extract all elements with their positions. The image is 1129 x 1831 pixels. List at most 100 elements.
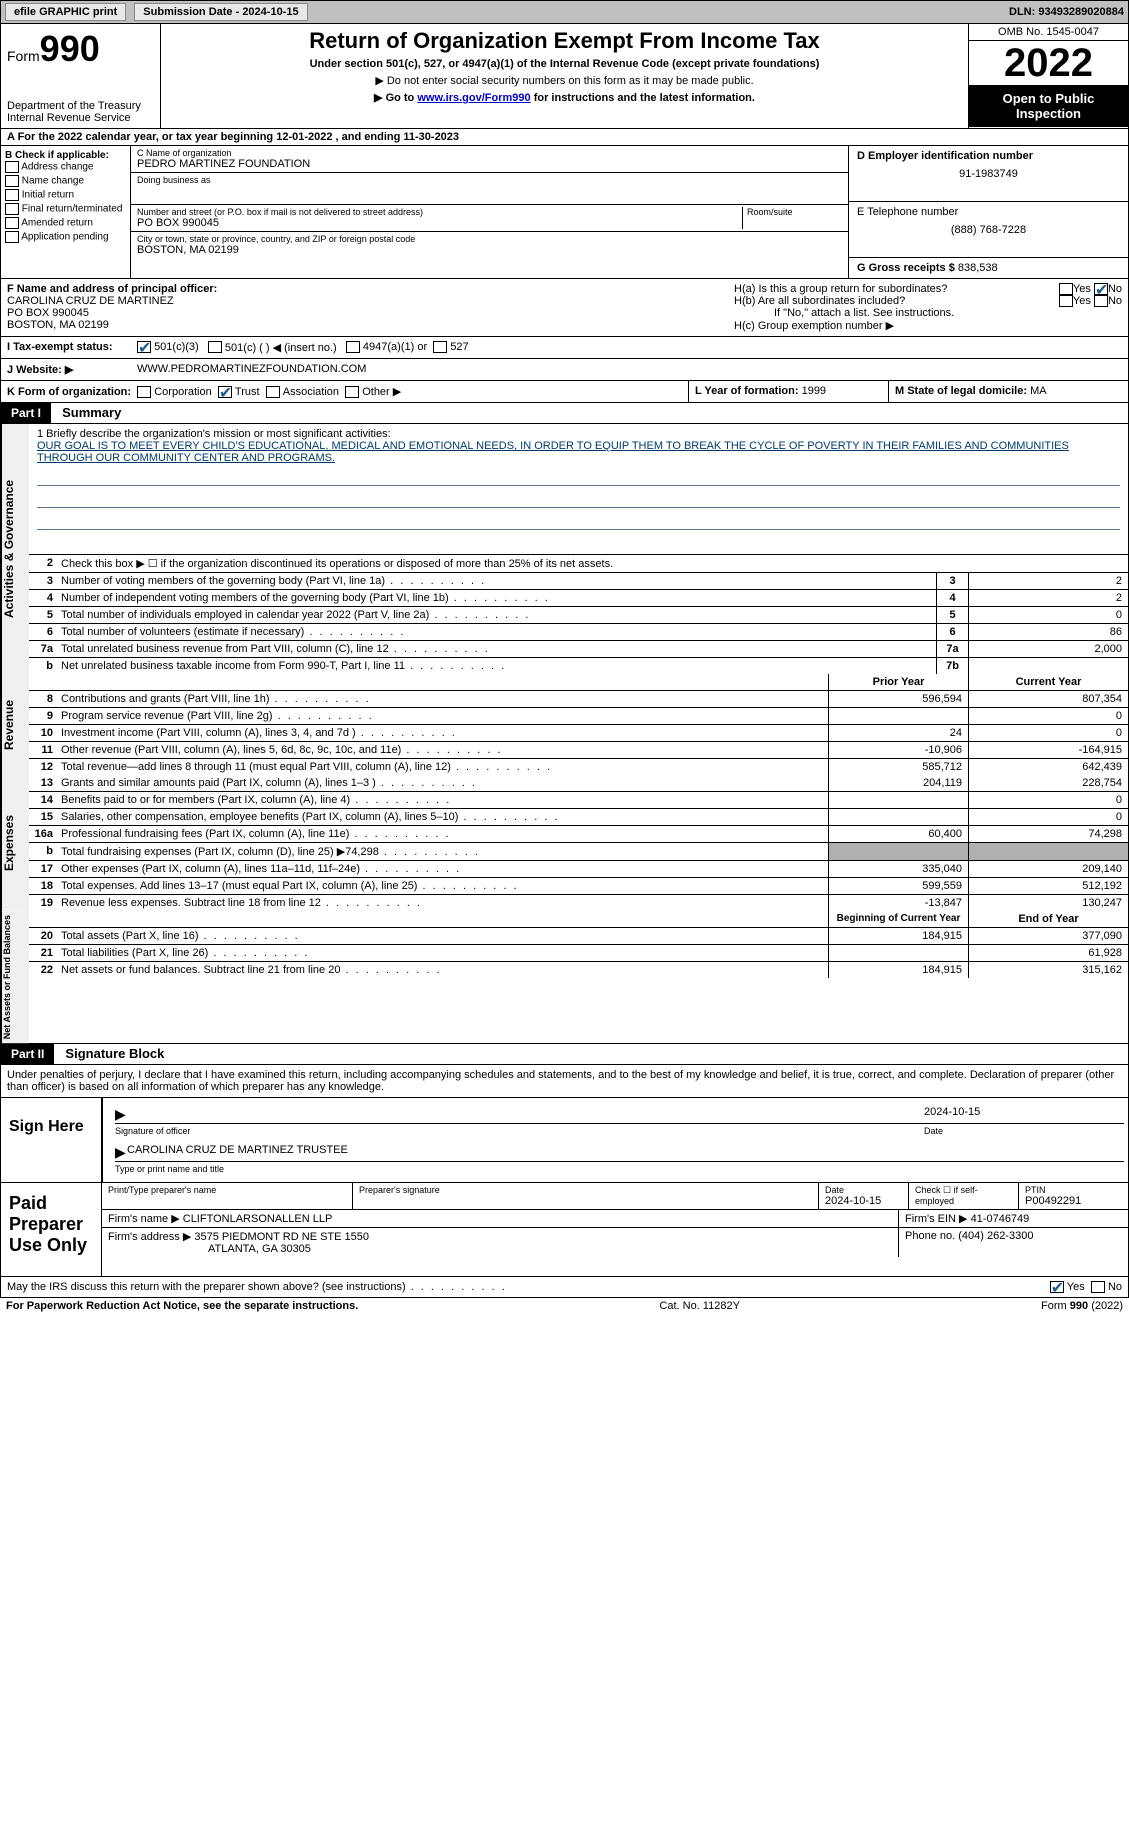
form-number: Form990 <box>7 28 154 70</box>
col-b-item: Application pending <box>5 231 126 243</box>
signature-section: Under penalties of perjury, I declare th… <box>0 1065 1129 1277</box>
ha-no-checkbox[interactable] <box>1094 283 1108 295</box>
ptin-label: PTIN <box>1025 1185 1122 1195</box>
summary-row: bTotal fundraising expenses (Part IX, co… <box>29 843 1128 861</box>
firm-addr1: 3575 PIEDMONT RD NE STE 1550 <box>194 1231 369 1243</box>
street-address: PO BOX 990045 <box>137 217 742 229</box>
hc-label: H(c) Group exemption number ▶ <box>734 319 1122 332</box>
dba-label: Doing business as <box>137 175 842 185</box>
efile-print-button[interactable]: efile GRAPHIC print <box>5 3 126 21</box>
part-2-header: Part II Signature Block <box>0 1044 1129 1065</box>
col-b-item: Final return/terminated <box>5 203 126 215</box>
end-year-header: End of Year <box>968 911 1128 927</box>
corp-checkbox[interactable] <box>137 386 151 398</box>
type-name-caption: Type or print name and title <box>115 1164 1124 1174</box>
summary-row: 13Grants and similar amounts paid (Part … <box>29 775 1128 792</box>
prior-year-header: Prior Year <box>828 674 968 690</box>
hb-yes-checkbox[interactable] <box>1059 295 1073 307</box>
summary-row: 18Total expenses. Add lines 13–17 (must … <box>29 878 1128 895</box>
open-to-public: Open to Public Inspection <box>969 85 1128 127</box>
checkbox[interactable] <box>5 231 19 243</box>
501c3-checkbox[interactable] <box>137 341 151 353</box>
other-checkbox[interactable] <box>345 386 359 398</box>
gross-receipts-label: G Gross receipts $ <box>857 262 955 274</box>
form-footer: Form 990 (2022) <box>1041 1300 1123 1312</box>
summary-row: 10Investment income (Part VIII, column (… <box>29 725 1128 742</box>
summary-row: 6Total number of volunteers (estimate if… <box>29 624 1128 641</box>
state-domicile-label: M State of legal domicile: <box>895 385 1027 397</box>
tax-exempt-label: I Tax-exempt status: <box>7 341 137 354</box>
website-url: WWW.PEDROMARTINEZFOUNDATION.COM <box>137 363 366 376</box>
officer-addr1: PO BOX 990045 <box>7 307 722 319</box>
part-1-header: Part I Summary <box>0 403 1129 424</box>
summary-row: 14Benefits paid to or for members (Part … <box>29 792 1128 809</box>
discuss-row: May the IRS discuss this return with the… <box>0 1277 1129 1298</box>
ptin-value: P00492291 <box>1025 1195 1122 1207</box>
street-label: Number and street (or P.O. box if mail i… <box>137 207 742 217</box>
paperwork-notice: For Paperwork Reduction Act Notice, see … <box>6 1300 358 1312</box>
checkbox[interactable] <box>5 189 19 201</box>
officer-addr2: BOSTON, MA 02199 <box>7 319 722 331</box>
discuss-yes-checkbox[interactable] <box>1050 1281 1064 1293</box>
hb-note: If "No," attach a list. See instructions… <box>734 307 1122 319</box>
checkbox[interactable] <box>5 217 19 229</box>
mission-block: 1 Briefly describe the organization's mi… <box>29 424 1128 555</box>
ha-yes-checkbox[interactable] <box>1059 283 1073 295</box>
summary-row: 17Other expenses (Part IX, column (A), l… <box>29 861 1128 878</box>
cat-no: Cat. No. 11282Y <box>358 1300 1041 1312</box>
summary-row: 8Contributions and grants (Part VIII, li… <box>29 691 1128 708</box>
firm-addr2: ATLANTA, GA 30305 <box>208 1243 311 1255</box>
501c-checkbox[interactable] <box>208 341 222 353</box>
assoc-checkbox[interactable] <box>266 386 280 398</box>
dln-label: DLN: 93493289020884 <box>1009 6 1124 18</box>
summary-row: 21Total liabilities (Part X, line 26)61,… <box>29 945 1128 962</box>
checkbox[interactable] <box>5 203 19 215</box>
summary-row: 16aProfessional fundraising fees (Part I… <box>29 826 1128 843</box>
vtab-net-assets: Net Assets or Fund Balances <box>1 911 29 1043</box>
vtab-revenue: Revenue <box>1 674 29 775</box>
discuss-no-checkbox[interactable] <box>1091 1281 1105 1293</box>
4947-checkbox[interactable] <box>346 341 360 353</box>
footer: For Paperwork Reduction Act Notice, see … <box>0 1298 1129 1314</box>
summary-row: 22Net assets or fund balances. Subtract … <box>29 962 1128 978</box>
summary-row: 11Other revenue (Part VIII, column (A), … <box>29 742 1128 759</box>
hb-label: H(b) Are all subordinates included? <box>734 295 1059 307</box>
summary-row: 9Program service revenue (Part VIII, lin… <box>29 708 1128 725</box>
city-label: City or town, state or province, country… <box>137 234 842 244</box>
phone-label: E Telephone number <box>857 206 1120 218</box>
ein-label: D Employer identification number <box>857 150 1120 162</box>
line2-text: Check this box ▶ ☐ if the organization d… <box>57 555 1128 572</box>
officer-name: CAROLINA CRUZ DE MARTINEZ <box>7 295 722 307</box>
column-d: D Employer identification number 91-1983… <box>848 146 1128 278</box>
begin-year-header: Beginning of Current Year <box>828 911 968 927</box>
ssn-warning: ▶ Do not enter social security numbers o… <box>171 74 958 87</box>
summary-row: 3Number of voting members of the governi… <box>29 573 1128 590</box>
hb-no-checkbox[interactable] <box>1094 295 1108 307</box>
checkbox[interactable] <box>5 161 19 173</box>
form-subtitle: Under section 501(c), 527, or 4947(a)(1)… <box>171 58 958 70</box>
form-org-label: K Form of organization: <box>7 386 131 398</box>
checkbox[interactable] <box>5 175 19 187</box>
summary-row: 7aTotal unrelated business revenue from … <box>29 641 1128 658</box>
row-f-h: F Name and address of principal officer:… <box>0 279 1129 337</box>
gross-receipts-value: 838,538 <box>958 262 998 274</box>
net-assets-section: Net Assets or Fund Balances Beginning of… <box>0 911 1129 1044</box>
irs-link[interactable]: www.irs.gov/Form990 <box>417 92 530 104</box>
trust-checkbox[interactable] <box>218 386 232 398</box>
top-bar: efile GRAPHIC print Submission Date - 20… <box>0 0 1129 24</box>
summary-row: 12Total revenue—add lines 8 through 11 (… <box>29 759 1128 775</box>
submission-date-button[interactable]: Submission Date - 2024-10-15 <box>134 3 307 21</box>
activities-governance-section: Activities & Governance 1 Briefly descri… <box>0 424 1129 674</box>
col-b-item: Name change <box>5 175 126 187</box>
summary-row: 15Salaries, other compensation, employee… <box>29 809 1128 826</box>
expenses-section: Expenses 13Grants and similar amounts pa… <box>0 775 1129 911</box>
summary-row: 19Revenue less expenses. Subtract line 1… <box>29 895 1128 911</box>
summary-row: bNet unrelated business taxable income f… <box>29 658 1128 674</box>
year-formation: 1999 <box>802 385 826 397</box>
ha-label: H(a) Is this a group return for subordin… <box>734 283 1059 295</box>
date-caption: Date <box>924 1126 1124 1136</box>
sign-here-row: Sign Here ▶ 2024-10-15 Signature of offi… <box>1 1098 1128 1183</box>
column-c: C Name of organization PEDRO MARTINEZ FO… <box>131 146 848 278</box>
firm-addr-label: Firm's address ▶ <box>108 1231 191 1243</box>
527-checkbox[interactable] <box>433 341 447 353</box>
